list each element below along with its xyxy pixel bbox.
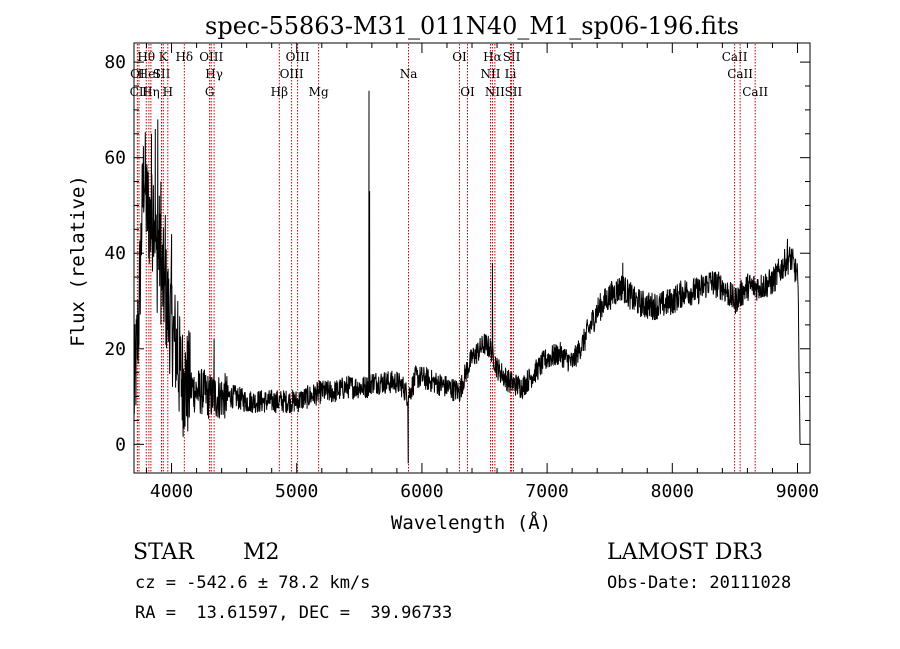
spectral-line-label: Li [505, 67, 517, 81]
spectral-line-label: CaII [742, 85, 768, 99]
object-class: STAR [133, 540, 194, 565]
spectral-line-label: SII [153, 67, 171, 81]
x-tick-label: 9000 [776, 481, 819, 502]
spectral-line-label: Hα [483, 50, 502, 64]
spectral-line-label: OIII [199, 50, 223, 64]
y-tick-label: 60 [104, 148, 126, 169]
chart-title: spec-55863-M31_011N40_M1_sp06-196.fits [205, 12, 739, 40]
spectral-line-label: HeI [138, 67, 161, 81]
coordinates: RA = 13.61597, DEC = 39.96733 [135, 603, 453, 623]
x-tick-label: 6000 [400, 481, 443, 502]
x-tick-label: 4000 [150, 481, 193, 502]
spectral-line-label: OI [460, 85, 475, 99]
plot-frame [133, 42, 811, 474]
object-subclass: M2 [243, 540, 280, 565]
spectral-line-label: Hγ [205, 67, 223, 81]
spectral-line-label: OIII [280, 67, 304, 81]
spectral-line-label: NII [481, 67, 501, 81]
x-tick-label: 8000 [651, 481, 694, 502]
spectral-line-label: OI [452, 50, 467, 64]
x-tick-label: 7000 [525, 481, 568, 502]
spectral-line-label: Na [400, 67, 418, 81]
axis-ticks: 4000 5000 6000 7000 8000 9000 0 20 40 60 80 [104, 43, 819, 502]
y-tick-label: 0 [115, 434, 126, 455]
x-axis-label: Wavelength (Å) [391, 511, 551, 534]
spectral-line-label: SII [505, 85, 523, 99]
spectral-line-label: Mg [309, 85, 329, 99]
spectral-line-label: Hδ [175, 50, 193, 64]
spectral-line-label: K [159, 50, 169, 64]
spectral-line-label: H [163, 85, 173, 99]
spectral-line-label: NII [485, 85, 505, 99]
spectral-line-label: G [205, 85, 215, 99]
survey-name: LAMOST DR3 [607, 540, 763, 565]
y-tick-label: 20 [104, 339, 126, 360]
spectral-line-label: SII [503, 50, 521, 64]
spectral-line-label: OIII [286, 50, 310, 64]
x-tick-label: 5000 [275, 481, 318, 502]
y-tick-label: 80 [104, 52, 126, 73]
y-axis-label: Flux (relative) [67, 175, 89, 347]
observation-date: Obs-Date: 20111028 [607, 573, 792, 593]
spectral-line-label: CaII [722, 50, 748, 64]
spectral-line-label: CaII [727, 67, 753, 81]
y-tick-label: 40 [104, 243, 126, 264]
spectral-line-label: Hβ [271, 85, 288, 99]
redshift-velocity: cz = -542.6 ± 78.2 km/s [135, 573, 371, 593]
spectrum-line [133, 90, 801, 464]
spectral-line-label: Hη [142, 85, 160, 99]
